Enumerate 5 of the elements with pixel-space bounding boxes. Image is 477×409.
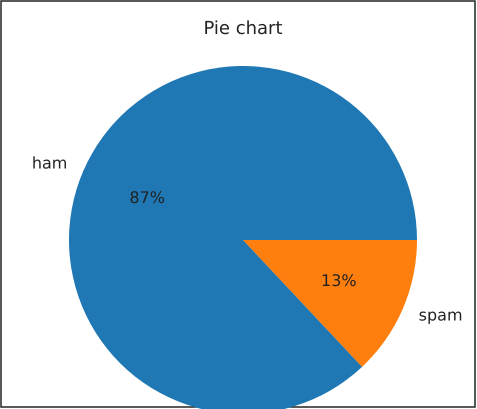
slice-label: ham [32,153,68,172]
data-label: 87% [129,188,165,207]
data-label: 13% [321,270,357,290]
chart-title: Pie chart [203,18,283,39]
slice-label: spam [418,305,463,324]
